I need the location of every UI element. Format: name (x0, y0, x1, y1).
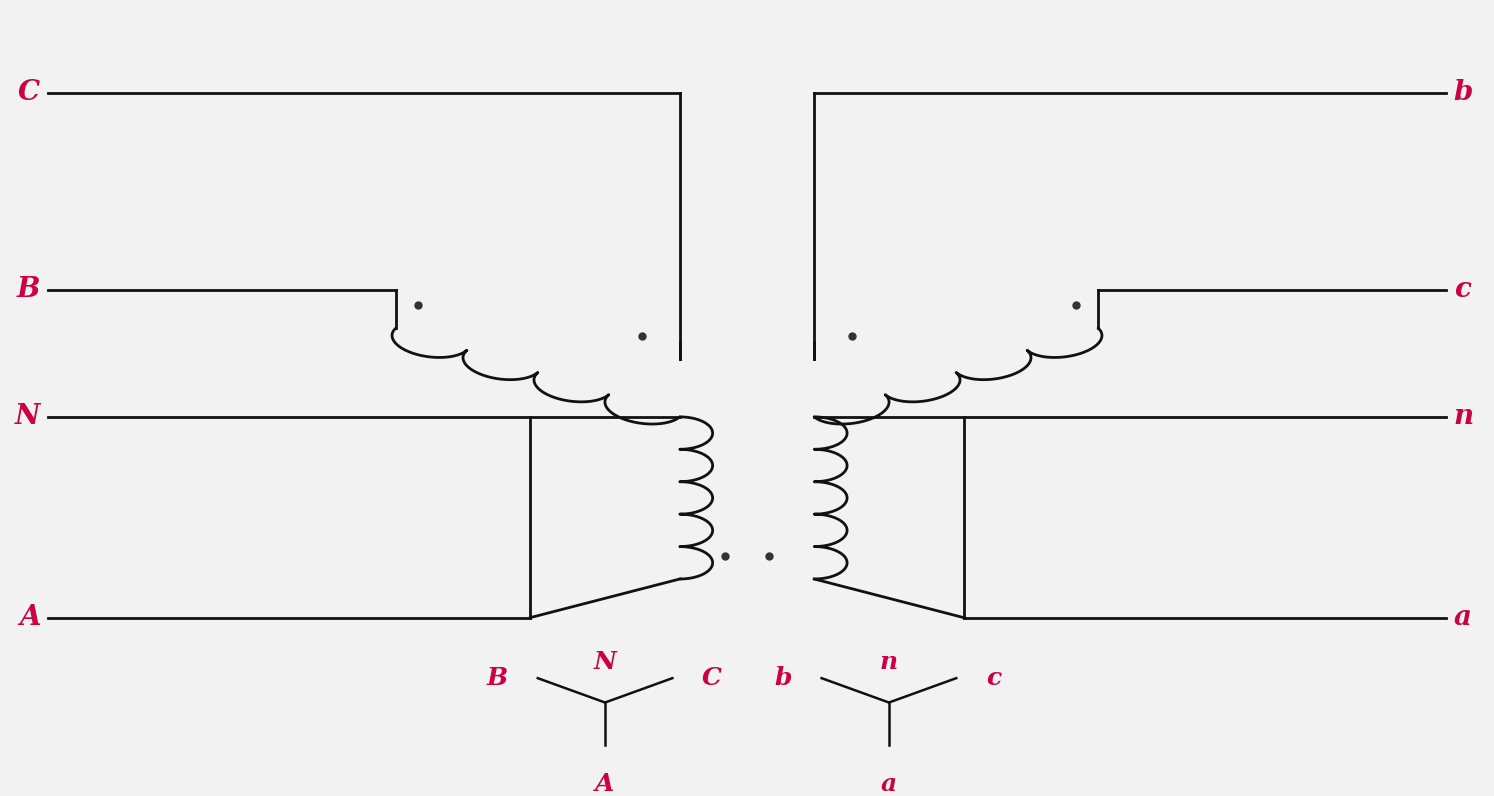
Text: a: a (1454, 604, 1472, 631)
Text: B: B (487, 666, 508, 690)
Text: b: b (774, 666, 792, 690)
Text: b: b (1454, 79, 1473, 106)
Text: n: n (1454, 404, 1473, 431)
Text: N: N (593, 650, 617, 674)
Text: n: n (880, 650, 898, 674)
Text: A: A (19, 604, 40, 631)
Text: c: c (986, 666, 1001, 690)
Text: a: a (881, 772, 896, 796)
Text: A: A (596, 772, 614, 796)
Text: B: B (16, 276, 40, 303)
Text: c: c (1454, 276, 1470, 303)
Text: C: C (702, 666, 722, 690)
Text: C: C (18, 79, 40, 106)
Text: N: N (15, 404, 40, 431)
